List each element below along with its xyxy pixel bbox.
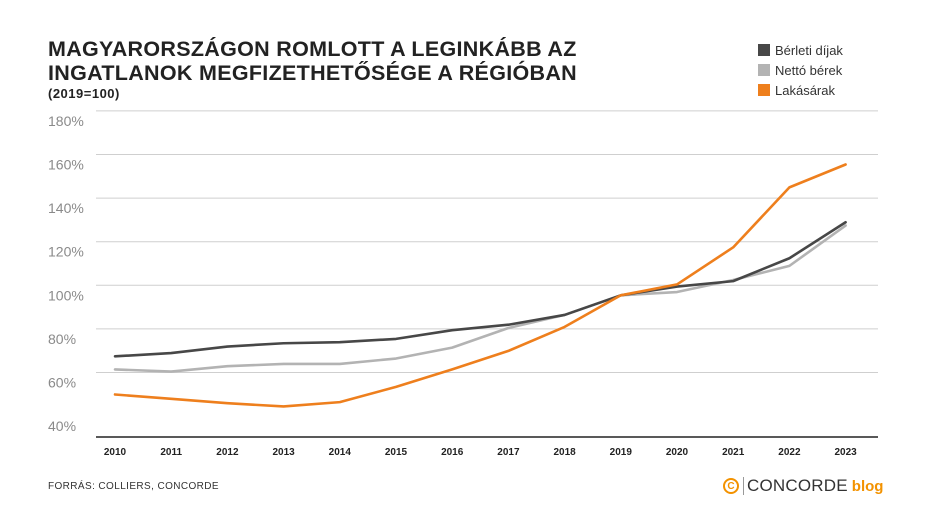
brand-name: CONCORDE [747,476,848,495]
series-line-0 [113,220,847,358]
legend-swatch [758,64,770,76]
x-tick-label: 2011 [160,447,182,458]
chart-title: MAGYARORSZÁGON ROMLOTT A LEGINKÁBB AZ IN… [48,37,577,85]
brand-logo: C CONCORDE blog [723,476,883,496]
x-tick-label: 2022 [778,447,801,458]
y-tick-label: 60% [48,375,76,391]
y-axis-ticks: 40% 60% 80% 100% 120% 140% 160% 180% [48,113,84,434]
x-axis-ticks: 2010 2011 2012 2013 2014 2015 2016 2017 2018 2019… [104,447,857,458]
y-tick-label: 180% [48,113,84,129]
series-line-2 [113,163,847,408]
series-lines [113,163,847,408]
legend-swatch [758,84,770,96]
chart-subtitle: (2019=100) [48,86,120,101]
legend-swatch [758,44,770,56]
x-tick-label: 2019 [610,447,633,458]
brand-divider [743,477,744,495]
y-tick-label: 120% [48,244,84,260]
gridlines [96,110,878,438]
x-tick-label: 2016 [441,447,464,458]
x-tick-label: 2015 [385,447,408,458]
legend-label: Lakásárak [775,82,835,98]
x-tick-label: 2013 [272,447,295,458]
y-tick-label: 100% [48,287,84,303]
chart-legend: Bérleti díjak Nettó bérek Lakásárak [758,40,843,100]
legend-label: Nettó bérek [775,62,843,78]
x-tick-label: 2020 [666,447,689,458]
x-tick-label: 2023 [834,447,857,458]
source-note: FORRÁS: COLLIERS, CONCORDE [48,481,219,492]
legend-item-netto-berek: Nettó bérek [758,60,843,80]
y-tick-label: 40% [48,418,76,434]
x-tick-label: 2018 [553,447,576,458]
x-tick-label: 2021 [722,447,745,458]
x-tick-label: 2010 [104,447,127,458]
y-tick-label: 160% [48,157,84,173]
x-tick-label: 2017 [497,447,520,458]
chart-title-line-2: INGATLANOK MEGFIZETHETŐSÉGE A RÉGIÓBAN [48,61,577,85]
concorde-logo-icon: C [723,478,739,494]
y-tick-label: 80% [48,331,76,347]
chart-title-line-1: MAGYARORSZÁGON ROMLOTT A LEGINKÁBB AZ [48,37,577,61]
legend-item-berleti-dijak: Bérleti díjak [758,40,843,60]
series-line-1 [113,224,847,373]
x-tick-label: 2014 [329,447,352,458]
x-tick-label: 2012 [216,447,239,458]
legend-label: Bérleti díjak [775,42,843,58]
brand-suffix: blog [851,477,884,495]
y-tick-label: 140% [48,200,84,216]
legend-item-lakasarak: Lakásárak [758,80,843,100]
